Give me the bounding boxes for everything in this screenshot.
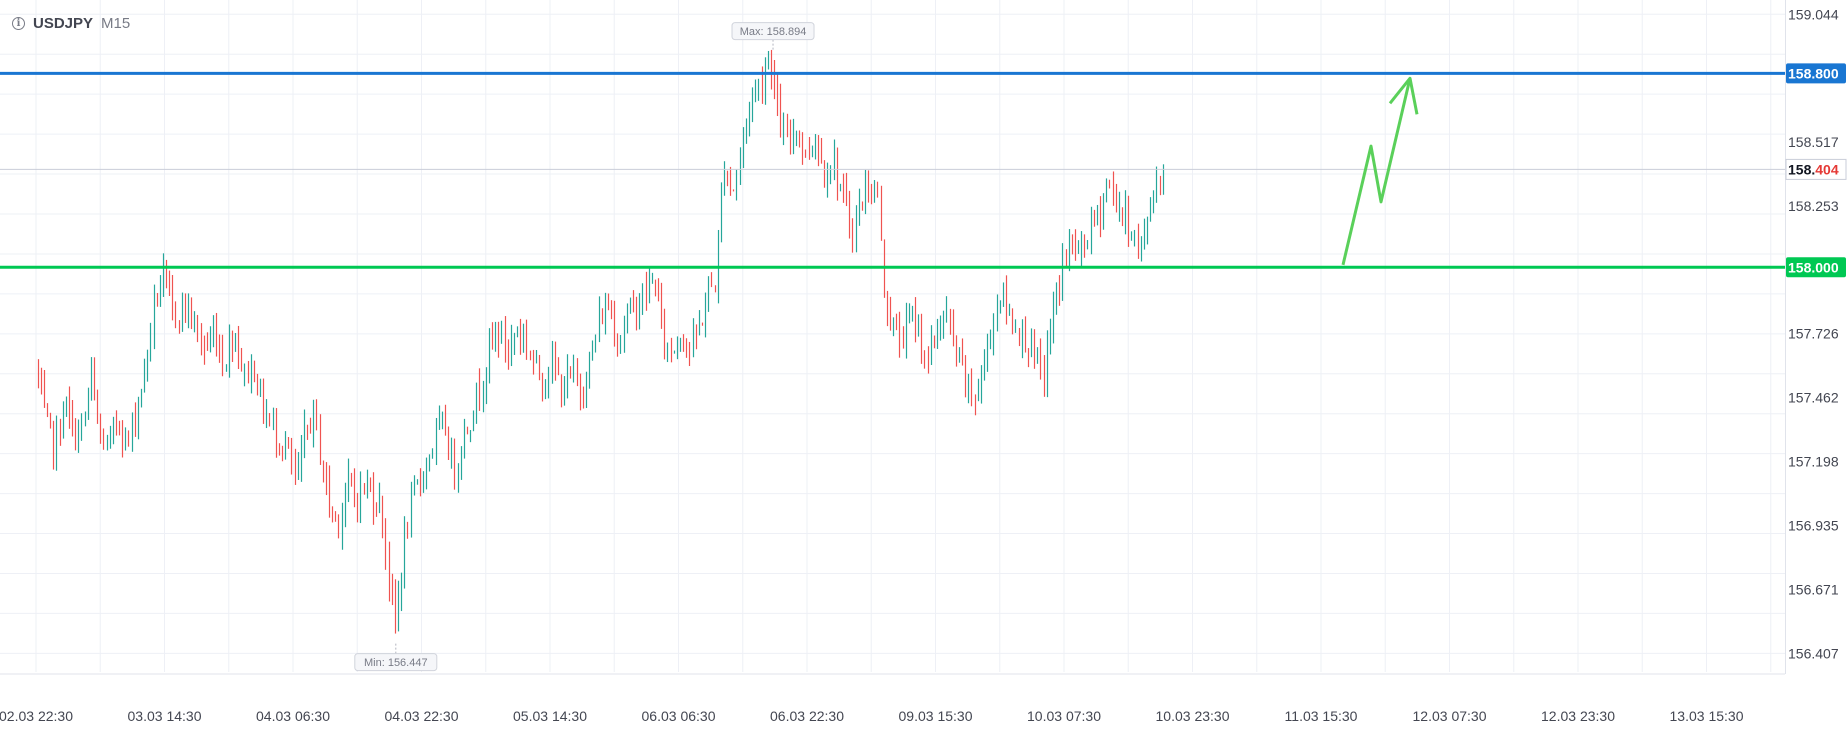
level-price-tag: [1786, 63, 1846, 84]
symbol-label: USDJPY: [33, 15, 94, 32]
level-price-label: 158.800: [1788, 65, 1839, 81]
x-tick-label: 10.03 23:30: [1156, 708, 1230, 724]
forecast-arrow-layer: [1341, 76, 1419, 266]
x-tick-label: 04.03 06:30: [256, 708, 330, 724]
y-tick-label: 158.517: [1788, 134, 1839, 150]
y-tick-label: 159.044: [1788, 6, 1839, 22]
levels-layer: [0, 71, 1785, 269]
x-tick-label: 03.03 14:30: [128, 708, 202, 724]
timeframe-label[interactable]: M15: [101, 15, 131, 32]
price-axis: 159.044 158.517 158.253 157.726 157.462 157.1…: [1785, 0, 1847, 674]
x-tick-label: 09.03 15:30: [899, 708, 973, 724]
y-tick-label: 158.253: [1788, 198, 1839, 214]
y-tick-label: 157.462: [1788, 390, 1839, 406]
y-tick-label: 156.935: [1788, 517, 1839, 533]
forecast-arrow-line[interactable]: [1341, 77, 1412, 266]
min-marker-label: Min: 156.447: [364, 657, 428, 669]
y-tick-label: 156.407: [1788, 645, 1839, 661]
x-tick-label: 12.03 23:30: [1541, 708, 1615, 724]
forecast-arrow-head[interactable]: [1388, 76, 1419, 115]
x-tick-label: 06.03 22:30: [770, 708, 844, 724]
vertical-grid: [35, 0, 1772, 672]
y-tick-label: 157.726: [1788, 326, 1839, 342]
current-price-suffix: 404: [1815, 161, 1839, 177]
marker-box: [354, 653, 438, 672]
current-price-label: 158.404: [1788, 161, 1839, 177]
x-tick-label: 12.03 07:30: [1413, 708, 1487, 724]
marker-box: [731, 22, 815, 41]
current-price-tag: [1785, 158, 1847, 180]
y-tick-label: 157.198: [1788, 454, 1839, 470]
x-tick-label: 02.03 22:30: [0, 708, 73, 724]
current-price-prefix: 158.: [1788, 161, 1815, 177]
x-tick-label: 11.03 15:30: [1285, 708, 1358, 724]
x-tick-label: 05.03 14:30: [513, 708, 587, 724]
min-max-markers: Max: 158.894 Min: 156.447: [354, 22, 815, 672]
x-tick-label: 06.03 06:30: [642, 708, 716, 724]
x-tick-label: 04.03 22:30: [385, 708, 459, 724]
y-tick-label: 156.671: [1788, 581, 1839, 597]
info-icon[interactable]: i: [12, 17, 25, 30]
time-axis: 02.03 22:30 03.03 14:30 04.03 06:30 04.03 2…: [0, 673, 1785, 724]
level-price-label: 158.000: [1788, 259, 1839, 275]
candles-layer: [37, 49, 1165, 634]
chart-header: i USDJPY M15: [12, 15, 130, 32]
x-tick-label: 13.03 15:30: [1670, 708, 1744, 724]
horizontal-grid: [0, 13, 1785, 654]
max-marker-label: Max: 158.894: [740, 26, 807, 38]
level-price-tag: [1786, 257, 1846, 278]
x-tick-label: 10.03 07:30: [1027, 708, 1101, 724]
